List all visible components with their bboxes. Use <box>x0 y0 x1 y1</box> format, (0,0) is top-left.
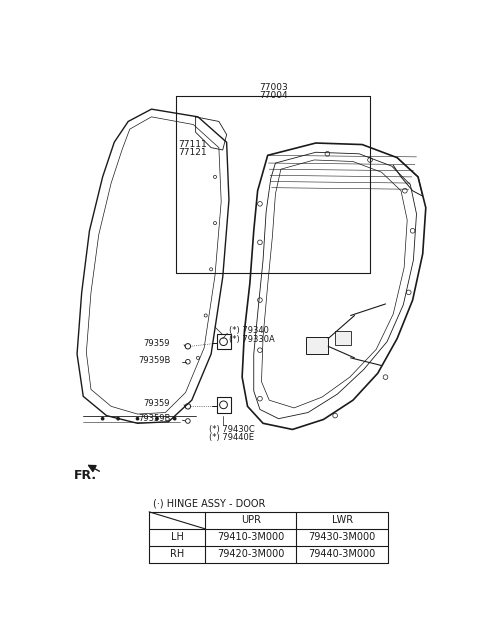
Text: RH: RH <box>170 549 184 559</box>
Text: 77111: 77111 <box>178 140 206 149</box>
Circle shape <box>101 417 104 420</box>
Text: LWR: LWR <box>332 515 353 525</box>
Text: 79410-3M000: 79410-3M000 <box>217 532 284 542</box>
Text: 79359B: 79359B <box>138 414 171 423</box>
Circle shape <box>156 417 158 420</box>
Text: 77121: 77121 <box>178 148 206 157</box>
Text: FR.: FR. <box>74 469 97 482</box>
Bar <box>216 334 230 349</box>
Text: (*) 79340: (*) 79340 <box>229 326 269 335</box>
Text: (*) 79430C: (*) 79430C <box>209 425 254 434</box>
Circle shape <box>136 417 139 420</box>
Bar <box>216 397 230 413</box>
Text: (·) HINGE ASSY - DOOR: (·) HINGE ASSY - DOOR <box>153 499 265 508</box>
Text: LH: LH <box>170 532 183 542</box>
Text: 77003: 77003 <box>259 83 288 92</box>
Text: (*) 79330A: (*) 79330A <box>229 335 275 344</box>
Circle shape <box>174 417 176 420</box>
Text: 79430-3M000: 79430-3M000 <box>309 532 376 542</box>
Text: 79440-3M000: 79440-3M000 <box>309 549 376 559</box>
Circle shape <box>117 417 120 420</box>
Text: 79359B: 79359B <box>138 356 171 365</box>
Text: 79359: 79359 <box>144 399 170 408</box>
Text: 77004: 77004 <box>259 91 288 100</box>
Text: UPR: UPR <box>240 515 261 525</box>
Text: 79359: 79359 <box>144 339 170 348</box>
Bar <box>306 337 328 354</box>
Text: (*) 79440E: (*) 79440E <box>209 433 254 442</box>
Text: 79420-3M000: 79420-3M000 <box>217 549 284 559</box>
Bar <box>335 331 350 345</box>
